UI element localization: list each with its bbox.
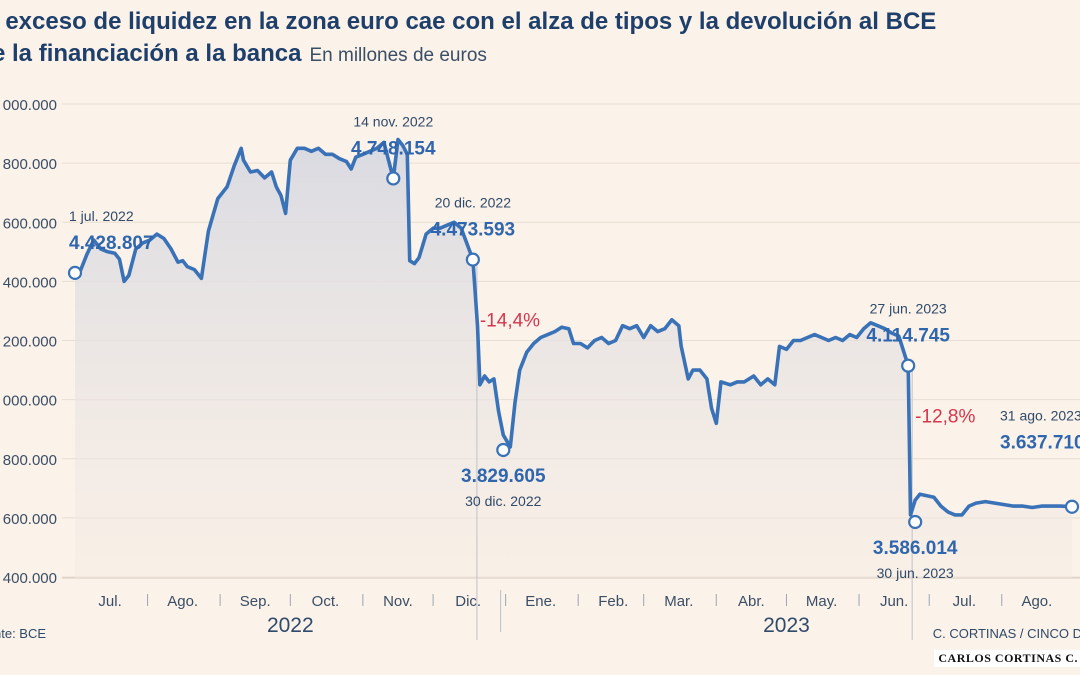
y-tick-label: 000.000 (3, 393, 57, 410)
y-tick-label: 000.000 (3, 97, 57, 114)
credit-note: C. CORTINAS / CINCO D (932, 626, 1080, 641)
chart-title-line2: e la financiación a la banca En millones … (0, 38, 936, 72)
year-label: 2023 (763, 614, 810, 637)
chart-subtitle: En millones de euros (309, 45, 487, 66)
change-percent-label: -12,8% (915, 407, 975, 428)
month-label: Dic. (455, 593, 481, 610)
point-date-label: 14 nov. 2022 (353, 113, 433, 129)
month-label: Jun. (880, 593, 908, 610)
point-value-label: 3.829.605 (461, 466, 546, 487)
month-label: Abr. (738, 593, 765, 610)
month-label: Mar. (664, 593, 693, 610)
y-tick-label: 200.000 (3, 334, 57, 351)
month-label: Ago. (167, 593, 198, 610)
point-value-label: 4.428.807 (69, 233, 154, 254)
month-label: Feb. (598, 593, 628, 610)
y-tick-label: 800.000 (3, 156, 57, 173)
point-marker (908, 514, 923, 530)
y-tick-label: 800.000 (3, 452, 57, 469)
chart-title-line1: l exceso de liquidez en la zona euro cae… (0, 8, 937, 35)
month-label: Sep. (240, 593, 271, 610)
series-area (75, 139, 1072, 578)
point-value-label: 4.748.154 (351, 138, 436, 159)
month-label: Jul. (953, 593, 976, 610)
point-marker (901, 358, 916, 373)
series-line (73, 137, 1074, 517)
y-tick-label: 600.000 (3, 511, 57, 528)
point-date-label: 30 dic. 2022 (465, 493, 541, 509)
point-date-label: 30 jun. 2023 (877, 565, 954, 581)
point-value-label: 3.637.710 (1000, 433, 1080, 454)
point-date-label: 31 ago. 2023 (1000, 408, 1080, 424)
change-percent-label: -14,4% (480, 311, 540, 332)
month-label: Ene. (525, 593, 556, 610)
y-axis: 400.000 600.000 800.000 000.000 200.000 400.0… (3, 97, 57, 587)
point-date-label: 27 jun. 2023 (870, 301, 947, 317)
point-annotations: 1 jul. 2022 4.428.807 14 nov. 2022 4.748.15… (67, 113, 1080, 581)
year-label: 2022 (267, 614, 314, 637)
chart-title-line2-text: e la financiación a la banca (0, 40, 302, 67)
point-value-label: 3.586.014 (873, 538, 958, 559)
y-tick-label: 400.000 (3, 274, 57, 291)
point-date-label: 1 jul. 2022 (69, 208, 134, 224)
month-label: Nov. (383, 593, 413, 610)
month-label: Oct. (312, 593, 340, 610)
point-date-label: 20 dic. 2022 (435, 195, 511, 211)
point-value-label: 4.473.593 (431, 220, 516, 241)
y-tick-label: 400.000 (3, 570, 57, 587)
point-marker (1064, 499, 1080, 514)
chart-title: l exceso de liquidez en la zona euro cae… (0, 6, 936, 72)
point-marker (386, 171, 401, 186)
point-marker (496, 442, 511, 458)
month-label: Jul. (98, 593, 121, 610)
point-marker (465, 252, 480, 267)
month-label: May. (806, 593, 837, 610)
month-label: Ago. (1021, 593, 1052, 610)
point-value-label: 4.114.745 (866, 326, 950, 347)
y-tick-label: 600.000 (3, 215, 57, 232)
credit-overlay: CARLOS CORTINAS C. (934, 650, 1080, 667)
x-axis: Jul. Ago. Sep. Oct. Nov. Dic. Ene. Feb. Mar. Abr.… (98, 590, 1052, 637)
point-marker (67, 265, 83, 280)
source-note: nte: BCE (0, 626, 47, 641)
